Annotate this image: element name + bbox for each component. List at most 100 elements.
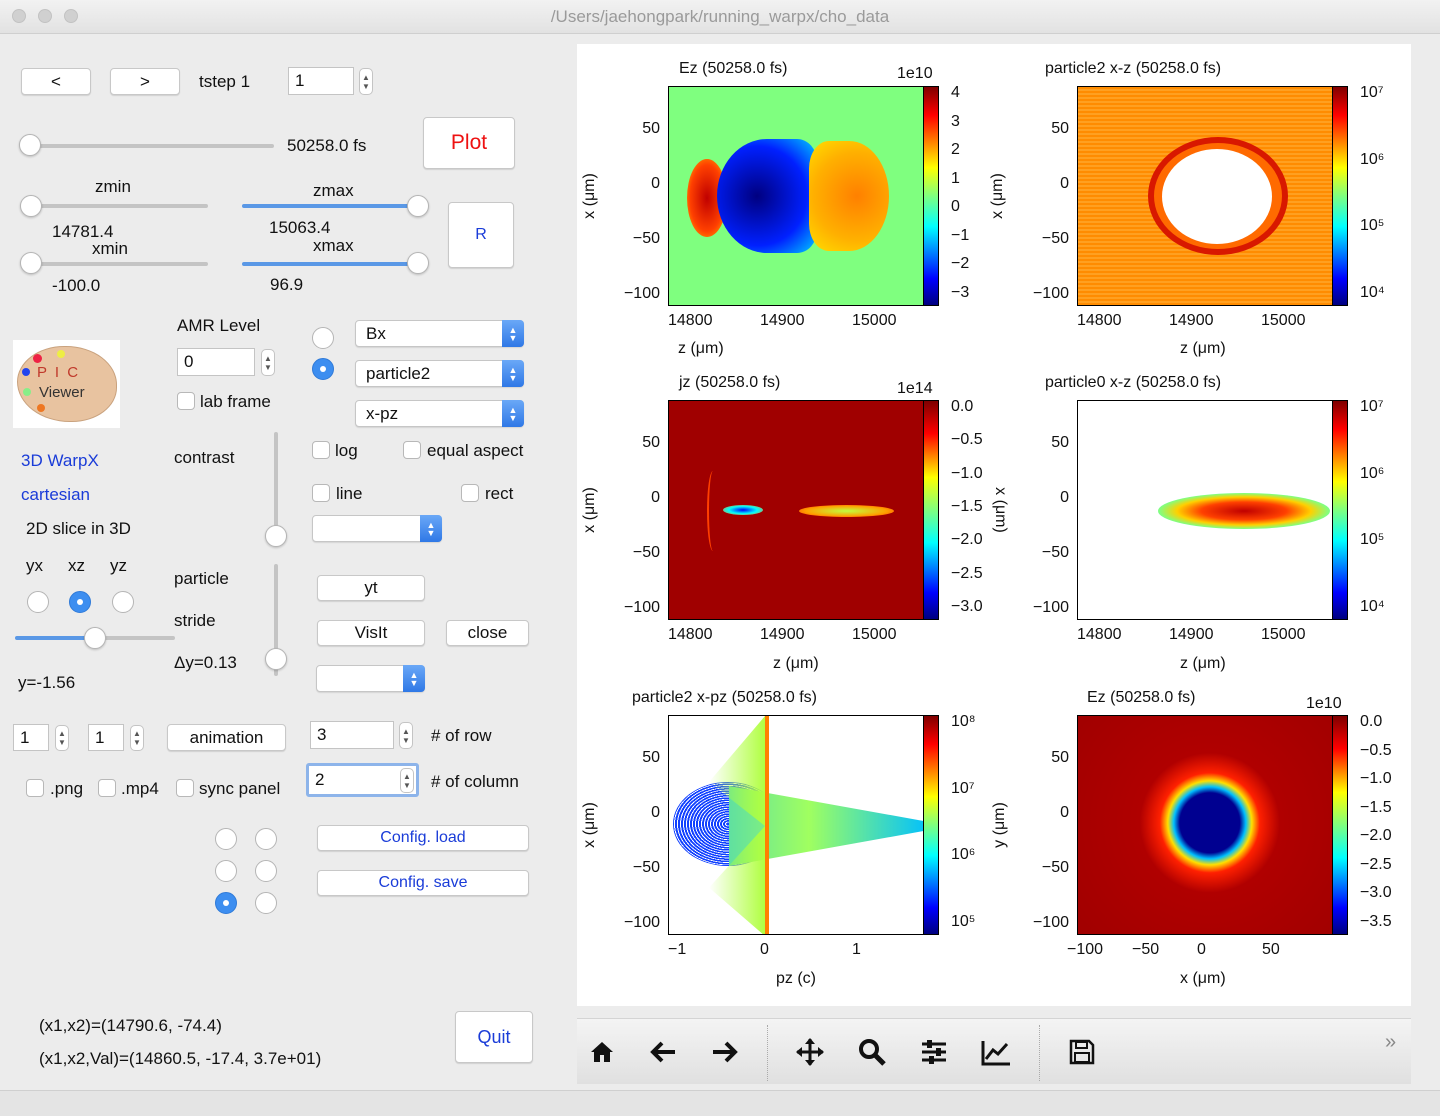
zmax-slider-track[interactable] — [242, 204, 427, 208]
tstep-input[interactable]: 1 — [288, 67, 354, 95]
panel1-xlabel: z (μm) — [678, 340, 724, 357]
time-slider-handle[interactable] — [19, 134, 41, 156]
contrast-slider-handle[interactable] — [265, 525, 287, 547]
radio-xz[interactable] — [69, 591, 91, 613]
field-select[interactable]: Bx ▲ ▼ — [355, 320, 524, 347]
line-option-select[interactable]: ▲ ▼ — [312, 515, 442, 542]
rect-checkbox[interactable] — [461, 484, 479, 502]
panel-radio-4[interactable] — [255, 860, 277, 882]
zmin-slider-handle[interactable] — [20, 195, 42, 217]
panel-radio-2[interactable] — [255, 828, 277, 850]
panel-radio-3[interactable] — [215, 860, 237, 882]
close-window-icon[interactable] — [12, 9, 26, 23]
xmax-slider-track[interactable] — [242, 262, 427, 266]
anim-start-input[interactable]: 1 — [13, 724, 49, 751]
reset-range-button[interactable]: R — [448, 202, 514, 268]
panel6-ytick: 0 — [1060, 804, 1069, 821]
panel6-ctick: −0.5 — [1360, 741, 1392, 759]
forward-icon[interactable] — [707, 1035, 741, 1069]
axis-option-yx: yx — [26, 556, 43, 575]
panel1-ytick: −50 — [632, 230, 660, 247]
panel-radio-5[interactable] — [215, 892, 237, 914]
mp4-checkbox[interactable] — [98, 779, 116, 797]
panel6-ctick: −2.5 — [1360, 855, 1392, 873]
rows-input[interactable]: 3 — [310, 721, 394, 749]
panel-radio-6[interactable] — [255, 892, 277, 914]
panel2-image[interactable] — [1077, 86, 1348, 306]
amr-level-stepper[interactable]: ▲ ▼ — [261, 349, 275, 376]
amr-level-input[interactable]: 0 — [177, 348, 255, 376]
y-slice-slider-fill[interactable] — [15, 636, 95, 640]
panel2-ytick: 0 — [1060, 175, 1069, 192]
columns-stepper[interactable]: ▲ ▼ — [400, 768, 414, 793]
yt-button[interactable]: yt — [317, 575, 425, 601]
tstep-stepper[interactable]: ▲ ▼ — [359, 68, 373, 95]
mp4-label: .mp4 — [121, 779, 159, 798]
line-checkbox[interactable] — [312, 484, 330, 502]
lab-frame-checkbox[interactable] — [177, 392, 195, 410]
y-slice-slider-handle[interactable] — [84, 627, 106, 649]
zmax-slider-handle[interactable] — [407, 195, 429, 217]
time-slider-track[interactable] — [22, 144, 274, 148]
panel5-image[interactable] — [668, 715, 939, 935]
visit-button[interactable]: VisIt — [317, 620, 425, 646]
quit-button[interactable]: Quit — [455, 1011, 533, 1063]
xmin-slider-track[interactable] — [22, 262, 208, 266]
panel1-ytick: 0 — [651, 175, 660, 192]
next-step-button[interactable]: > — [110, 68, 180, 95]
zmin-slider-track[interactable] — [22, 204, 208, 208]
y-slice-slider-track[interactable] — [95, 636, 175, 640]
equal-aspect-checkbox[interactable] — [403, 441, 421, 459]
phase-space-select[interactable]: x-pz ▲ ▼ — [355, 400, 524, 427]
subplots-icon[interactable] — [917, 1035, 951, 1069]
home-icon[interactable] — [585, 1035, 619, 1069]
save-icon[interactable] — [1065, 1035, 1099, 1069]
cursor-coords: (x1,x2)=(14790.6, -74.4) — [39, 1016, 222, 1035]
panel3-xtick: 14800 — [668, 626, 713, 643]
xmax-slider-handle[interactable] — [407, 252, 429, 274]
panel3-ctick: −3.0 — [951, 598, 983, 615]
panel3-colorbar — [923, 400, 939, 620]
log-checkbox[interactable] — [312, 441, 330, 459]
panel6-title: Ez (50258.0 fs) — [1087, 689, 1196, 706]
pan-icon[interactable] — [793, 1035, 827, 1069]
panel1-image[interactable] — [668, 86, 939, 306]
radio-field[interactable] — [312, 327, 334, 349]
radio-particle[interactable] — [312, 358, 334, 380]
xmin-slider-handle[interactable] — [20, 252, 42, 274]
anim-end-stepper[interactable]: ▲ ▼ — [130, 725, 144, 751]
radio-yx[interactable] — [27, 591, 49, 613]
sync-panel-checkbox[interactable] — [176, 779, 194, 797]
panel3-image[interactable] — [668, 400, 939, 620]
zoom-icon[interactable] — [855, 1035, 889, 1069]
panel6-ytick: 50 — [1051, 749, 1069, 766]
anim-end-input[interactable]: 1 — [88, 724, 124, 751]
prev-step-button[interactable]: < — [21, 68, 91, 95]
close-button[interactable]: close — [446, 620, 529, 646]
species-select[interactable]: particle2 ▲ ▼ — [355, 360, 524, 387]
contrast-slider-track[interactable] — [274, 432, 278, 536]
stride-slider-track[interactable] — [274, 564, 278, 676]
panel4-image[interactable] — [1077, 400, 1348, 620]
config-load-button[interactable]: Config. load — [317, 825, 529, 851]
zoom-window-icon[interactable] — [64, 9, 78, 23]
panel1-ctick: 3 — [951, 112, 960, 130]
panel6-image[interactable] — [1077, 715, 1348, 935]
extra-select[interactable]: ▲ ▼ — [316, 665, 425, 692]
stride-slider-handle[interactable] — [265, 648, 287, 670]
config-save-button[interactable]: Config. save — [317, 870, 529, 896]
panel2-title: particle2 x-z (50258.0 fs) — [1045, 60, 1222, 77]
anim-start-stepper[interactable]: ▲ ▼ — [55, 725, 69, 751]
panel5-ctick: 10⁸ — [951, 713, 976, 730]
back-icon[interactable] — [647, 1035, 681, 1069]
plot-button[interactable]: Plot — [423, 117, 515, 169]
customize-icon[interactable] — [979, 1035, 1013, 1069]
panel5-ctick: 10⁶ — [951, 846, 976, 864]
png-checkbox[interactable] — [26, 779, 44, 797]
animation-button[interactable]: animation — [167, 724, 286, 751]
panel-radio-1[interactable] — [215, 828, 237, 850]
toolbar-overflow-icon[interactable]: » — [1385, 1031, 1397, 1053]
minimize-window-icon[interactable] — [38, 9, 52, 23]
rows-stepper[interactable]: ▲ ▼ — [399, 722, 413, 749]
radio-yz[interactable] — [112, 591, 134, 613]
